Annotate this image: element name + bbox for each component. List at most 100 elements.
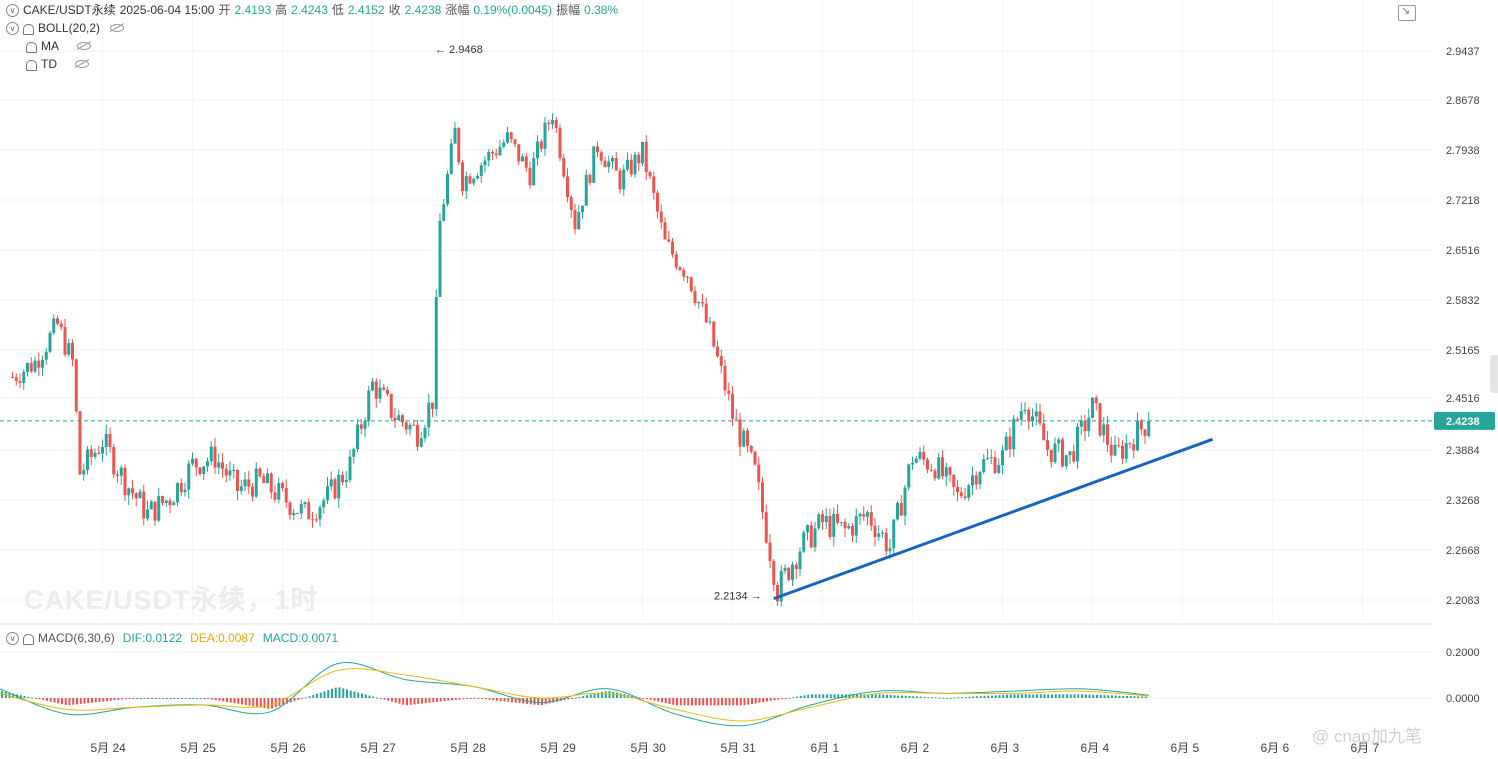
candle-body [791, 564, 794, 580]
candle-body [419, 438, 423, 447]
macd-bar [991, 695, 993, 698]
candle-body [221, 462, 224, 469]
eye-hidden-icon[interactable] [75, 60, 89, 68]
candle-body [1113, 444, 1117, 456]
candle-body [431, 402, 434, 409]
macd-bar [1114, 695, 1117, 698]
low-value: 2.4152 [347, 3, 385, 17]
eye-hidden-icon[interactable] [77, 42, 91, 50]
candle-body [142, 491, 146, 519]
candle-body [1106, 424, 1109, 445]
macd-bar [473, 698, 476, 699]
macd-bar [154, 698, 157, 699]
candle-body [213, 446, 217, 468]
indicator-boll[interactable]: ∨ BOLL(20,2) [6, 20, 125, 36]
macd-bar [387, 698, 390, 701]
candle-body [442, 204, 446, 221]
candle-body [941, 457, 944, 477]
candle-body [59, 323, 63, 328]
macd-bar [334, 687, 337, 698]
candle-body [809, 525, 813, 548]
candle-body [622, 169, 626, 190]
candle-body [67, 342, 71, 355]
macd-bar [308, 696, 311, 698]
macd-bar [162, 698, 165, 699]
macd-bar [882, 694, 885, 698]
candle-body [749, 445, 753, 452]
bell-icon[interactable] [26, 59, 37, 71]
macd-bar [53, 698, 56, 703]
macd-bar [1069, 694, 1072, 698]
macd-bar [852, 694, 855, 698]
candle-body [569, 197, 573, 210]
high-marker: ← 2.9468 [435, 44, 483, 56]
macd-bar [409, 698, 412, 705]
macd-bar [184, 698, 187, 699]
macd-bar [338, 687, 341, 698]
macd-bar [177, 698, 180, 699]
candle-body [348, 456, 352, 481]
macd-bar [1051, 694, 1053, 698]
candle-body [374, 381, 378, 399]
candle-body [296, 512, 299, 514]
time-tick-label: 5月 28 [451, 741, 487, 755]
candle-body [164, 500, 168, 504]
bell-icon[interactable] [23, 633, 34, 645]
collapse-icon[interactable]: ∨ [6, 21, 19, 35]
macd-bar [413, 698, 416, 705]
chart-watermark: CAKE/USDT永续，1时 [24, 585, 319, 615]
macd-bar [169, 698, 172, 699]
candle-body [119, 467, 123, 476]
macd-bar [979, 696, 982, 698]
eye-hidden-icon[interactable] [110, 24, 125, 32]
candle-body [903, 487, 907, 516]
macd-bar [702, 698, 705, 706]
macd-bar [237, 698, 240, 704]
candle-body [281, 483, 284, 489]
trendline[interactable] [773, 437, 1214, 601]
price-tick-label: 2.7218 [1446, 195, 1480, 207]
symbol-title[interactable]: CAKE/USDT永续 [23, 3, 116, 17]
macd-grid [0, 651, 1432, 699]
macd-bar [496, 698, 498, 701]
time-tick-label: 6月 2 [901, 741, 930, 755]
bell-icon[interactable] [26, 41, 37, 53]
macd-bar [822, 694, 825, 698]
macd-bar [282, 698, 285, 705]
collapse-icon[interactable]: ∨ [6, 631, 19, 645]
macd-bar [1133, 696, 1136, 698]
candle-body [881, 532, 884, 534]
macd-bar [706, 698, 708, 706]
candle-body [892, 519, 896, 549]
collapse-icon[interactable]: ∨ [6, 3, 19, 17]
candle-body [521, 156, 524, 162]
candle-body [292, 512, 296, 515]
macd-bar [428, 698, 431, 703]
fullscreen-icon[interactable] [1398, 4, 1416, 21]
macd-bar [668, 698, 671, 705]
macd-bar [462, 698, 465, 700]
macd-bar [432, 698, 435, 703]
candle-body [71, 342, 74, 360]
macd-bar [586, 695, 588, 698]
macd-bar [649, 698, 652, 700]
macd-tick-label: 0.2000 [1446, 647, 1480, 659]
macd-bar [691, 698, 693, 706]
bell-icon[interactable] [23, 23, 34, 35]
candle-body [326, 486, 329, 501]
price-axis[interactable]: 2.9437 2.8678 2.7938 2.7218 2.6516 2.5832 2.51… [1446, 46, 1480, 607]
macd-bar [312, 695, 315, 698]
indicator-td[interactable]: TD [26, 56, 89, 72]
candle-body [971, 475, 974, 486]
side-panel-handle[interactable] [1490, 355, 1498, 393]
macd-bar [301, 698, 303, 699]
indicator-ma[interactable]: MA [26, 38, 91, 54]
macd-bar [406, 698, 408, 706]
candle-body [464, 176, 468, 192]
macd-bar [23, 695, 26, 698]
candle-body [472, 178, 476, 184]
price-tick-label: 2.3268 [1446, 495, 1480, 507]
candle-body [779, 570, 783, 602]
time-axis[interactable]: 5月 24 5月 25 5月 26 5月 27 5月 28 5月 29 5月 30 5月 31… [91, 741, 1380, 755]
